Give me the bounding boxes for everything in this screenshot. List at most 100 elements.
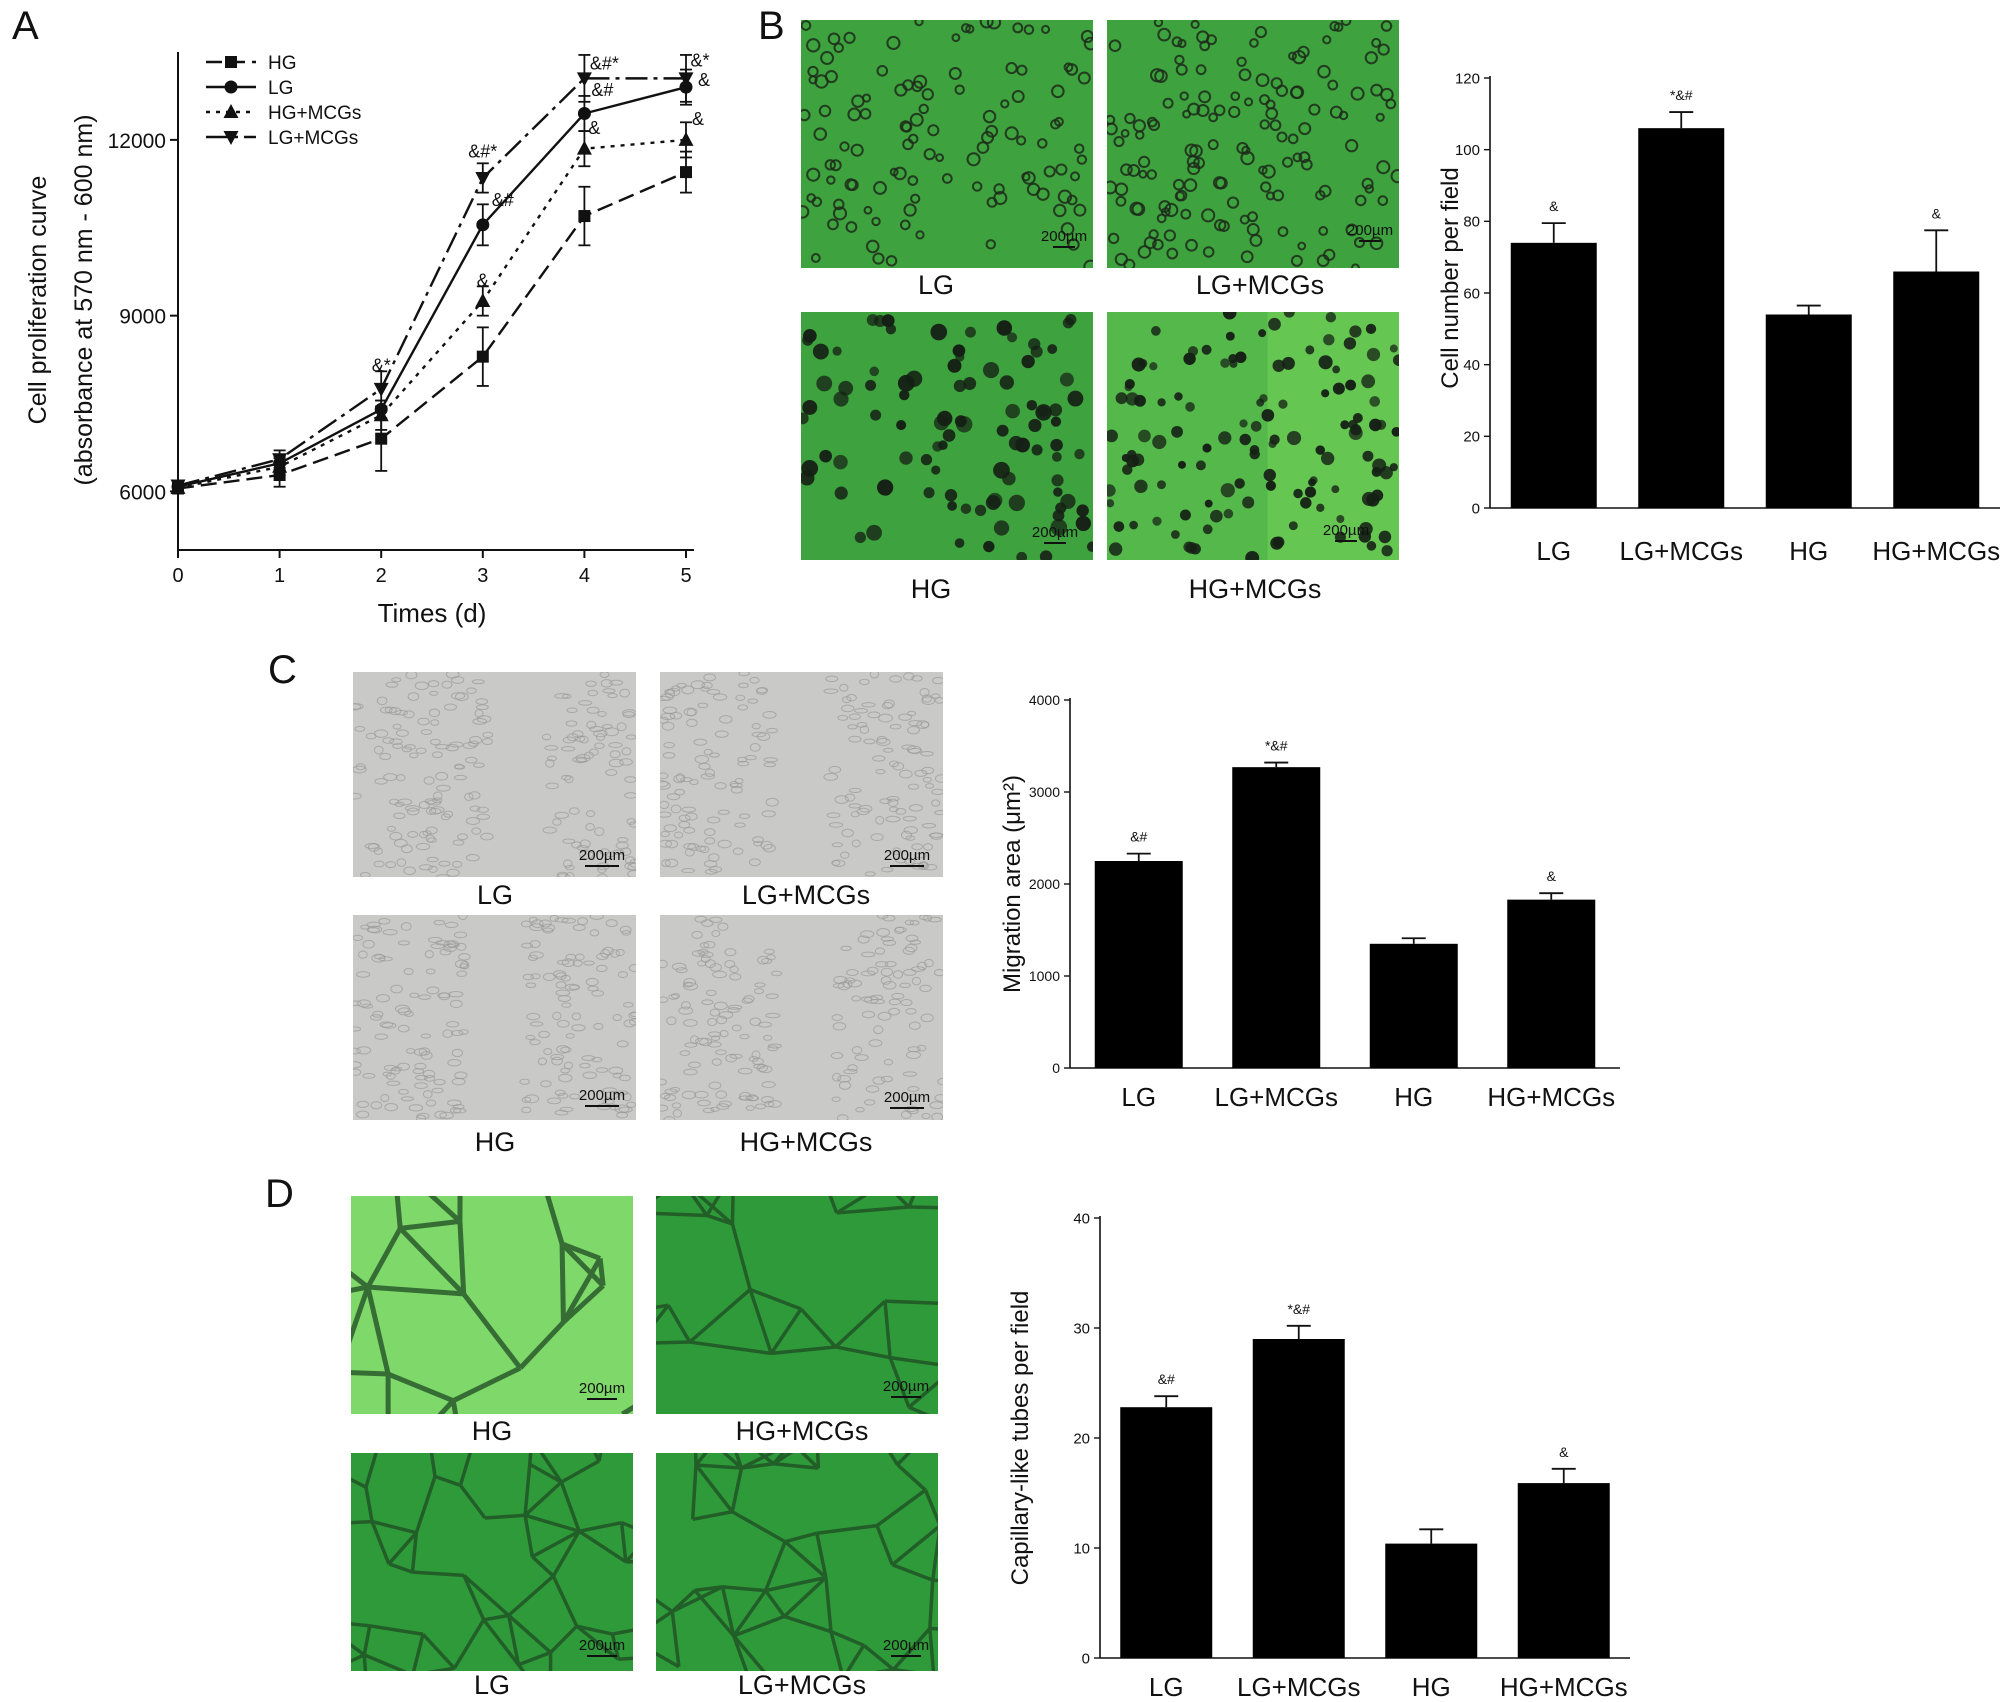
panel-label-d: D	[265, 1172, 294, 1216]
significance-mark: &#*	[590, 54, 619, 74]
data-point	[578, 210, 591, 223]
bar-group	[1385, 1528, 1478, 1658]
x-tick-label: LG+MCGs	[1237, 1672, 1361, 1700]
y-tick-label: 3000	[1029, 784, 1060, 800]
significance-mark: &	[1559, 1444, 1569, 1460]
significance-mark: &*	[690, 51, 709, 71]
bar	[1638, 128, 1725, 508]
y-tick-label: 12000	[108, 130, 166, 153]
x-tick-label: HG+MCGs	[1487, 1082, 1615, 1112]
bar-group	[1765, 304, 1852, 508]
x-tick-label: HG	[1412, 1672, 1451, 1700]
bar	[1517, 1483, 1610, 1658]
series-lg-mcgs	[170, 54, 694, 494]
significance-mark: &#	[1158, 1371, 1175, 1387]
data-point	[680, 166, 692, 179]
scale-bar: 200µm	[1316, 522, 1376, 542]
x-tick-label: LG	[1536, 536, 1571, 566]
x-tick-label: 0	[172, 565, 183, 587]
series-hg-mcgs	[170, 121, 694, 494]
scale-bar: 200µm	[570, 847, 634, 867]
x-tick-label: 3	[477, 565, 488, 587]
series-line	[177, 138, 687, 490]
bar	[1893, 271, 1980, 508]
data-point	[678, 131, 694, 146]
axes: 0 1 2 3 4 5 6000 9000 12000	[108, 52, 694, 587]
micrograph-b-hg-mcgs	[1107, 312, 1399, 560]
significance-mark: &	[692, 109, 704, 129]
x-tick-label: HG	[1394, 1082, 1433, 1112]
y-tick-label: 10	[1073, 1540, 1090, 1557]
y-tick-label: 9000	[119, 306, 166, 329]
x-tick-label: 5	[680, 565, 691, 587]
x-tick-label: HG+MCGs	[1500, 1672, 1628, 1700]
micrograph-d-lg	[351, 1453, 633, 1671]
bar	[1385, 1543, 1478, 1658]
micrograph-c-lg-mcgs	[660, 672, 943, 877]
data-point	[475, 171, 491, 186]
micrograph-b-hg	[801, 312, 1093, 560]
micrograph-d-hg	[351, 1196, 633, 1414]
significance-mark: &*	[372, 355, 391, 375]
legend-label: LG	[268, 78, 293, 99]
significance-mark: &	[477, 270, 489, 290]
y-axis-label: Cell number per field	[1437, 167, 1464, 388]
legend-label: LG+MCGs	[268, 128, 358, 149]
scale-bar: 200µm	[875, 847, 939, 867]
data-point	[373, 407, 389, 422]
data-point	[475, 293, 491, 307]
caption-d-hg: HG	[471, 1416, 513, 1446]
data-point	[373, 382, 389, 397]
data-point	[375, 432, 388, 445]
x-tick-label: HG+MCGs	[1872, 536, 2000, 566]
caption-d-lg-mcgs: LG+MCGs	[737, 1670, 867, 1700]
significance-mark: &	[1547, 868, 1557, 884]
caption-c-hg-mcgs: HG+MCGs	[739, 1127, 873, 1157]
cell-number-bar-chart: 0 20 40 60 80 100 120 Cell number per field & LG *…	[1437, 70, 2000, 566]
bar	[1765, 314, 1852, 508]
caption-b-lg-mcgs: LG+MCGs	[1195, 270, 1325, 300]
bar-group: &	[1893, 205, 1980, 508]
bar	[1094, 861, 1183, 1068]
series-line	[177, 85, 687, 488]
significance-mark: &#	[591, 80, 613, 100]
caption-c-hg: HG	[474, 1127, 516, 1157]
y-tick-label: 80	[1463, 214, 1480, 231]
data-point	[476, 218, 490, 232]
caption-b-hg: HG	[910, 574, 952, 604]
panel-label-a: A	[12, 4, 39, 48]
scale-bar: 200µm	[876, 1378, 936, 1398]
micrograph-c-hg-mcgs	[660, 915, 943, 1120]
significance-mark: *&#	[1287, 1301, 1310, 1317]
legend: HG LG HG+MCGs LG+MCGs	[206, 53, 361, 149]
y-tick-label: 60	[1463, 285, 1480, 302]
y-tick-label: 4000	[1029, 692, 1060, 708]
scale-bar: 200µm	[1034, 228, 1094, 248]
significance-mark: *&#	[1670, 87, 1693, 103]
y-tick-label: 0	[1472, 500, 1480, 517]
y-axis-label: Capillary-like tubes per field	[1007, 1291, 1034, 1586]
proliferation-line-chart: 0 1 2 3 4 5 6000 9000 12000 Times (d) Cell prolife…	[24, 51, 710, 628]
bar-group: &	[1507, 868, 1596, 1068]
significance-mark: &	[1932, 205, 1942, 221]
y-tick-label: 2000	[1029, 876, 1060, 892]
micrograph-b-lg-mcgs	[1107, 20, 1399, 268]
significance-mark: &#*	[468, 141, 497, 161]
significance-mark: *&#	[1265, 738, 1288, 754]
significance-mark: &#	[1130, 829, 1147, 845]
legend-label: HG+MCGs	[268, 103, 361, 124]
micrograph-d-lg-mcgs	[656, 1453, 938, 1671]
caption-b-lg: LG	[917, 270, 955, 300]
scale-bar: 200µm	[1025, 524, 1085, 544]
scale-bar: 200µm	[572, 1380, 632, 1400]
y-axis-label: Migration area (μm²)	[999, 775, 1026, 993]
bar	[1369, 943, 1458, 1068]
data-point	[476, 350, 489, 363]
x-tick-label: 1	[274, 565, 285, 587]
micrograph-d-hg-mcgs	[656, 1196, 938, 1414]
panel-label-c: C	[268, 648, 297, 692]
scale-bar: 200µm	[876, 1637, 936, 1657]
series-hg	[172, 150, 692, 495]
legend-marker	[223, 131, 239, 145]
x-tick-label: 2	[376, 565, 387, 587]
